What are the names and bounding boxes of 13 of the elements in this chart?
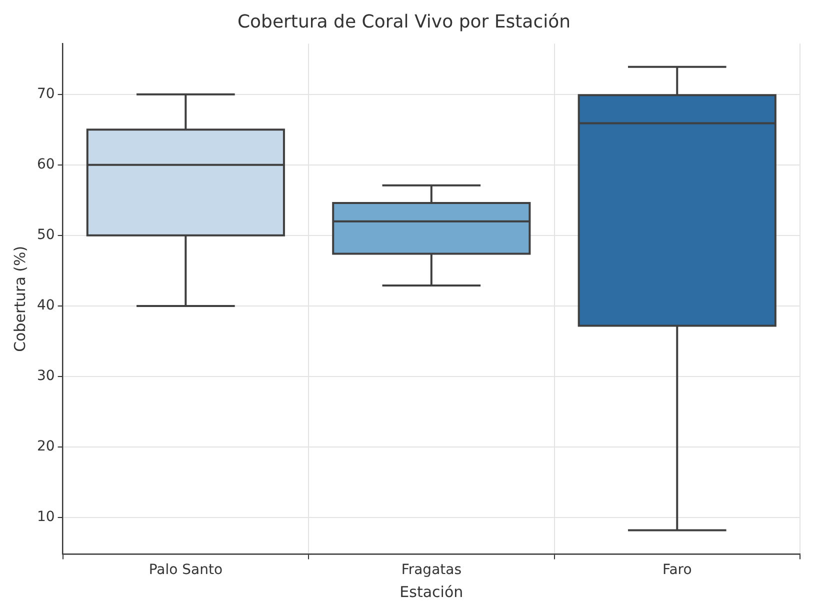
y-tick-label: 10 — [36, 509, 55, 526]
y-tick-label: 30 — [36, 368, 55, 384]
y-tick-label: 70 — [36, 86, 55, 102]
x-axis-title: Estación — [400, 582, 464, 601]
y-tick-label: 50 — [36, 227, 55, 244]
y-tick-label: 60 — [36, 156, 55, 173]
x-tick-label: Fragatas — [401, 562, 462, 578]
y-tick-label: 20 — [36, 438, 55, 455]
y-axis-title: Cobertura (%) — [10, 246, 29, 352]
chart-title: Cobertura de Coral Vivo por Estación — [237, 11, 571, 32]
x-tick-label: Palo Santo — [148, 562, 223, 578]
y-tick-label: 40 — [36, 298, 55, 314]
x-tick-label: Faro — [662, 562, 692, 578]
